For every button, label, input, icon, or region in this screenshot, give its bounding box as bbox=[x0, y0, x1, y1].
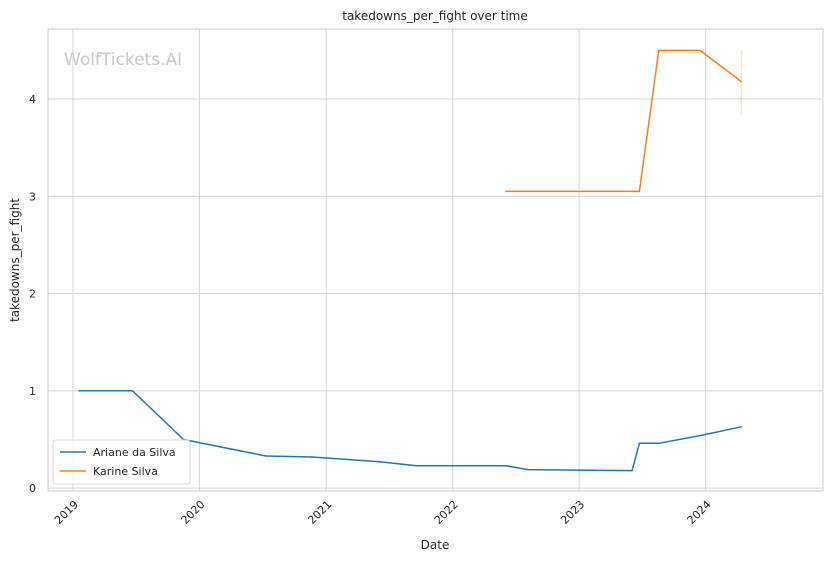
x-axis-label: Date bbox=[421, 538, 450, 552]
y-tick-label: 3 bbox=[29, 190, 36, 203]
data-point-0-8 bbox=[527, 468, 529, 471]
x-ticks: 2019 2020 2021 2022 2023 2024 bbox=[52, 498, 714, 527]
data-point-1-4 bbox=[740, 80, 743, 83]
x-tick-label: 2020 bbox=[179, 498, 208, 527]
data-point-0-12 bbox=[699, 434, 701, 437]
y-tick-label: 0 bbox=[29, 482, 36, 495]
y-axis-label: takedowns_per_fight bbox=[8, 198, 22, 322]
data-point-0-13 bbox=[740, 426, 743, 428]
x-tick-label: 2024 bbox=[685, 498, 714, 527]
data-point-1-3 bbox=[699, 49, 701, 52]
y-tick-label: 2 bbox=[29, 288, 36, 301]
data-point-0-6 bbox=[415, 464, 418, 467]
data-point-0-9 bbox=[631, 469, 633, 472]
grid bbox=[48, 29, 823, 491]
y-tick-label: 1 bbox=[29, 385, 36, 398]
y-tick-label: 4 bbox=[29, 93, 36, 106]
data-point-1-1 bbox=[638, 190, 641, 193]
y-ticks: 0 1 2 3 4 bbox=[29, 93, 36, 495]
data-point-0-11 bbox=[657, 442, 660, 445]
data-point-0-10 bbox=[638, 442, 641, 445]
x-tick-label: 2019 bbox=[52, 498, 81, 527]
series-line-0 bbox=[79, 390, 742, 472]
x-tick-label: 2021 bbox=[305, 498, 334, 527]
legend-label-1: Karine Silva bbox=[93, 465, 158, 478]
data-point-1-0 bbox=[505, 190, 507, 193]
data-point-0-5 bbox=[379, 461, 381, 463]
legend-label-0: Ariane da Silva bbox=[93, 446, 176, 459]
data-point-0-1 bbox=[131, 390, 134, 392]
legend-box bbox=[52, 439, 191, 485]
data-point-0-7 bbox=[505, 464, 507, 467]
data-point-0-4 bbox=[311, 456, 313, 458]
chart-title: takedowns_per_fight over time bbox=[342, 9, 528, 23]
series-group bbox=[78, 49, 743, 472]
plot-frame bbox=[47, 28, 824, 492]
legend: Ariane da Silva Karine Silva bbox=[52, 439, 191, 485]
data-point-1-2 bbox=[657, 49, 660, 52]
data-point-0-3 bbox=[265, 455, 267, 457]
data-point-0-0 bbox=[78, 390, 80, 392]
watermark: WolfTickets.AI bbox=[64, 50, 182, 70]
x-tick-label: 2022 bbox=[432, 498, 461, 527]
x-tick-label: 2023 bbox=[558, 498, 587, 527]
